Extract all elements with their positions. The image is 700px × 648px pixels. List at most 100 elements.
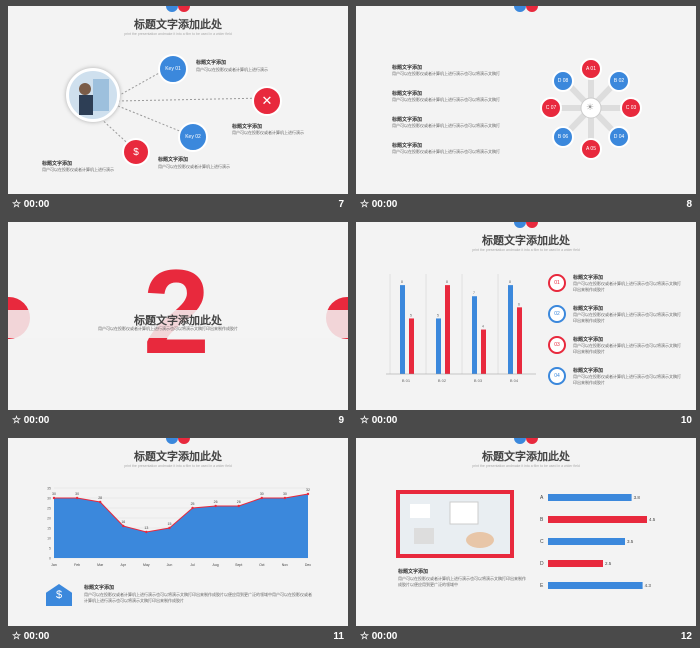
data-label: 4 xyxy=(482,325,484,329)
timer: ☆ 00:00 xyxy=(12,631,50,642)
item-body: 用户可以在投影仪或者计算机上进行演示也可以将演示文稿打 xyxy=(392,149,500,154)
top-dots-decoration xyxy=(166,6,190,12)
slide-subtitle: print the presentation andmake it into a… xyxy=(124,464,232,468)
timer-value: 00:00 xyxy=(371,415,398,426)
timer-value: 00:00 xyxy=(23,199,50,210)
petal-d08: D 08 xyxy=(552,70,574,92)
slide-status-bar: ☆ 00:00 12 xyxy=(356,626,696,648)
category-label: C xyxy=(540,539,544,545)
data-label: 6 xyxy=(518,302,520,306)
connector-lines xyxy=(97,67,267,152)
tools-circle: ✕ xyxy=(252,86,282,116)
petal-a01: A 01 xyxy=(580,58,602,80)
slide-number: 10 xyxy=(680,415,692,426)
item-heading: 标题文字添加 xyxy=(84,585,115,591)
data-label: 8 xyxy=(401,280,403,284)
top-dots-decoration xyxy=(514,222,538,228)
y-tick-label: 20 xyxy=(47,517,51,521)
item-heading: 标题文字添加 xyxy=(196,60,227,66)
category-label: D xyxy=(540,561,544,567)
y-tick-label: 5 xyxy=(49,547,51,551)
slide-cell-12[interactable]: 标题文字添加此处 print the presentation andmake … xyxy=(356,438,696,648)
item-heading: 标题文字添加 xyxy=(573,306,604,312)
title-band xyxy=(8,310,348,338)
item-body: 用户可以在投影仪或者计算机上进行演示也可以将演示文稿打印出来制作成胶片 xyxy=(573,281,681,292)
item-heading: 标题文字添加 xyxy=(392,143,423,149)
data-label: 28 xyxy=(98,496,102,500)
tick-label: B 04 xyxy=(510,378,519,383)
key-01-circle: Key 01 xyxy=(158,54,188,84)
slide-9-canvas: 2 标题文字添加此处 用户可以在投影仪或者计算机上进行演示也可以将演示文稿打印出… xyxy=(8,222,348,410)
slide-cell-7[interactable]: 标题文字添加此处 print the presentation andmake … xyxy=(8,6,348,216)
office-desk-photo-icon xyxy=(410,501,494,548)
slide-status-bar: ☆ 00:00 8 xyxy=(356,194,696,216)
money-bag-icon: $ xyxy=(133,146,139,158)
item-body: 用户可以在投影仪或者计算机上进行演示 xyxy=(196,67,268,72)
key-02-label: Key 02 xyxy=(185,134,201,140)
data-label: 13 xyxy=(144,526,148,530)
category-label: E xyxy=(540,583,544,589)
x-tick-label: Sept xyxy=(235,563,242,567)
x-tick-label: Oct xyxy=(259,563,264,567)
horizontal-bar-chart: A 3.8 B 4.5 C 3.5 D 2.5 E 4.3 xyxy=(540,494,656,589)
data-label: 3.5 xyxy=(627,539,634,544)
data-label: 30 xyxy=(283,492,287,496)
timer: ☆ 00:00 xyxy=(12,199,50,210)
slide-cell-11[interactable]: 标题文字添加此处 print the presentation andmake … xyxy=(8,438,348,648)
slide-cell-8[interactable]: 标题文字添加 用户可以在投影仪或者计算机上进行演示也可以将演示文稿打 标题文字添… xyxy=(356,6,696,216)
bar xyxy=(548,582,643,589)
slide-10-canvas: 标题文字添加此处 print the presentation andmake … xyxy=(356,222,696,410)
slide-cell-10[interactable]: 标题文字添加此处 print the presentation andmake … xyxy=(356,222,696,432)
data-label: 15 xyxy=(168,522,172,526)
y-tick-label: 0 xyxy=(49,557,51,561)
tick-label: B 01 xyxy=(402,378,411,383)
data-label: 4.5 xyxy=(649,517,656,522)
bar-blue xyxy=(508,285,513,374)
data-point xyxy=(75,496,79,500)
data-point xyxy=(260,496,264,500)
number-circle: 02 xyxy=(548,305,566,323)
slide-title: 标题文字添加此处 xyxy=(134,315,222,327)
petal-b02: B 02 xyxy=(608,70,630,92)
data-label: 7 xyxy=(473,291,475,295)
y-tick-label: 15 xyxy=(47,527,51,531)
data-point xyxy=(98,500,102,504)
data-label: 5 xyxy=(410,313,412,317)
petal-c07: C 07 xyxy=(540,97,562,119)
slide-status-bar: ☆ 00:00 7 xyxy=(8,194,348,216)
bar-blue xyxy=(472,296,477,374)
item-heading: 标题文字添加 xyxy=(573,337,604,343)
data-label: 30 xyxy=(52,492,56,496)
data-label: 26 xyxy=(214,500,218,504)
slide-title: 标题文字添加此处 xyxy=(134,451,222,463)
item-body: 用户可以在投影仪或者计算机上进行演示也可以将演示文稿打 xyxy=(392,123,500,128)
data-label: 30 xyxy=(75,492,79,496)
slide-title: 标题文字添加此处 xyxy=(482,235,570,247)
item-heading: 标题文字添加 xyxy=(392,65,423,71)
y-tick-label: 30 xyxy=(47,497,51,501)
slide-title: 标题文字添加此处 xyxy=(134,19,222,31)
area-chart: 0510152025303530Jan30Feb28Mar16Apr13May1… xyxy=(47,487,311,568)
slide-status-bar: ☆ 00:00 10 xyxy=(356,410,696,432)
area-fill xyxy=(54,494,308,558)
petal-c03: C 03 xyxy=(620,97,642,119)
timer-value: 00:00 xyxy=(371,631,398,642)
slide-subtitle: print the presentation andmake it into a… xyxy=(124,32,232,36)
timer: ☆ 00:00 xyxy=(360,631,398,642)
item-body: 用户可以在投影仪或者计算机上进行演示 xyxy=(42,167,114,172)
data-label: 32 xyxy=(306,488,310,492)
slide-number: 9 xyxy=(338,415,344,426)
lightbulb-icon: ☀ xyxy=(586,102,595,112)
item-heading: 标题文字添加 xyxy=(392,91,423,97)
y-tick-label: 25 xyxy=(47,507,51,511)
bar xyxy=(548,538,625,545)
slide-cell-9[interactable]: 2 标题文字添加此处 用户可以在投影仪或者计算机上进行演示也可以将演示文稿打印出… xyxy=(8,222,348,432)
x-tick-label: Nov xyxy=(282,563,288,567)
item-heading: 标题文字添加 xyxy=(573,275,604,281)
item-heading: 标题文字添加 xyxy=(573,368,604,374)
bar-blue xyxy=(400,285,405,374)
item-heading: 标题文字添加 xyxy=(398,569,429,575)
y-tick-label: 35 xyxy=(47,487,51,491)
data-label: 8 xyxy=(446,280,448,284)
petal-b06: B 06 xyxy=(552,126,574,148)
